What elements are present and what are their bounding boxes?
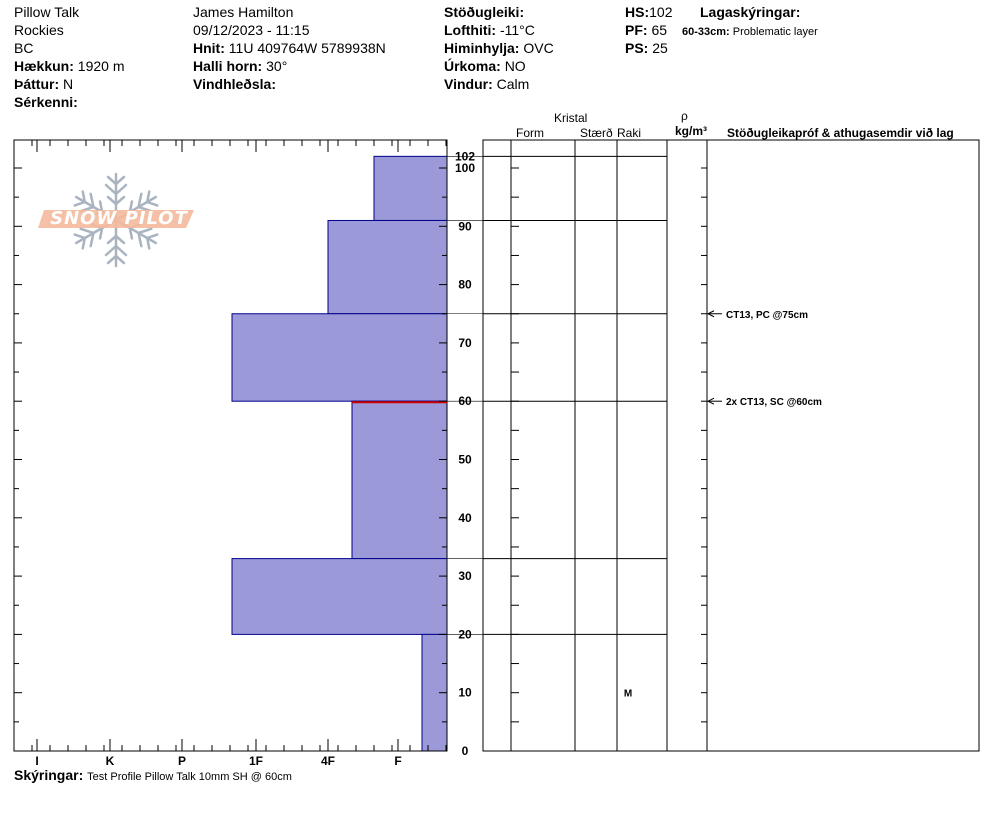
depth-tick-label: 10: [458, 686, 472, 700]
features-label: Sérkenni:: [14, 94, 78, 110]
snowpilot-logo: SNOW PILOT: [36, 170, 196, 270]
depth-tick-label: 80: [458, 278, 472, 292]
ps-value: 25: [652, 40, 668, 56]
depth-tick-label: 100: [455, 161, 475, 175]
slope-angle-value: 30°: [266, 58, 288, 74]
wind: Vindur: Calm: [444, 76, 529, 92]
snowpilot-logo-text: SNOW PILOT: [50, 208, 188, 229]
observation-datetime: 09/12/2023 - 11:15: [193, 22, 310, 38]
form-header: Form: [516, 126, 544, 140]
precipitation: Úrkoma: NO: [444, 58, 526, 74]
air-temperature-value: -11°C: [499, 22, 535, 38]
test-arrow-head: [706, 397, 715, 405]
pf-value: 65: [651, 22, 668, 38]
depth-tick-label: 0: [462, 744, 469, 758]
elevation-label: Hækkun:: [14, 58, 74, 74]
depth-tick-label: 90: [458, 219, 472, 233]
hardness-label: P: [178, 754, 186, 768]
stability-test-label: 2x CT13, SC @60cm: [726, 397, 822, 408]
depth-tick-label: 30: [458, 569, 472, 583]
ps-label: PS:: [625, 40, 649, 56]
crystal-header: Kristal: [554, 111, 588, 125]
hardness-bar: [231, 313, 448, 402]
comments: Skýringar: Test Profile Pillow Talk 10mm…: [14, 767, 292, 785]
ps-value-row: PS: 25: [625, 40, 668, 56]
wind-label: Vindur:: [444, 76, 493, 92]
pf-value-row: PF: 65: [625, 22, 667, 38]
hs-label: HS:: [625, 4, 650, 20]
aspect-value: N: [63, 76, 74, 92]
slope-angle: Halli horn: 30°: [193, 58, 287, 74]
air-temperature-label: Lofthiti:: [444, 22, 497, 38]
size-header: Stærð: [580, 126, 613, 140]
slope-angle-label: Halli horn:: [193, 58, 263, 74]
layer-grid-frame: [482, 139, 980, 752]
comments-label: Skýringar:: [14, 767, 84, 783]
aspect: Þáttur: N: [14, 76, 73, 92]
snowflake-icon: [38, 172, 194, 268]
moisture-header: Raki: [617, 126, 642, 140]
mountain-range: Rockies: [14, 22, 64, 38]
hardness-bar: [351, 400, 448, 560]
hardness-bar: [373, 155, 448, 221]
hardness-label: 4F: [321, 754, 335, 768]
precipitation-value: NO: [504, 58, 526, 74]
elevation-value: 1920 m: [77, 58, 125, 74]
test-arrow-head: [706, 310, 715, 318]
location-name: Pillow Talk: [14, 4, 80, 20]
depth-tick-label: 40: [458, 511, 472, 525]
layer-note-range: 60-33cm:: [682, 26, 730, 38]
coordinates-value: 11U 409764W 5789938N: [228, 40, 386, 56]
comments-text: Test Profile Pillow Talk 10mm SH @ 60cm: [87, 771, 292, 783]
hardness-label: 1F: [249, 754, 263, 768]
layer-note: 60-33cm: Problematic layer: [682, 24, 818, 40]
air-temperature: Lofthiti: -11°C: [444, 22, 535, 38]
coordinates-label: Hnit:: [193, 40, 225, 56]
hs-value: 102: [649, 4, 673, 20]
precipitation-label: Úrkoma:: [444, 58, 501, 74]
region: BC: [14, 40, 34, 56]
pf-label: PF:: [625, 22, 648, 38]
wind-value: Calm: [496, 76, 530, 92]
stability-label: Stöðugleiki:: [444, 4, 525, 20]
hardness-label: K: [106, 754, 115, 768]
moisture-label: M: [624, 689, 632, 700]
elevation: Hækkun: 1920 m: [14, 58, 125, 74]
layer-notes-label: Lagaskýringar:: [700, 4, 801, 20]
stability-tests-header: Stöðugleikapróf & athugasemdir við lag: [727, 126, 954, 140]
depth-tick-label: 70: [458, 336, 472, 350]
sky-cover-value: OVC: [523, 40, 554, 56]
layer-note-text: Problematic layer: [732, 26, 818, 38]
coordinates: Hnit: 11U 409764W 5789938N: [193, 40, 386, 56]
snow-height: HS:102: [625, 4, 672, 20]
stability-test-label: CT13, PC @75cm: [726, 310, 808, 321]
depth-tick-label: 50: [458, 453, 472, 467]
hardness-bar: [327, 219, 448, 315]
aspect-label: Þáttur:: [14, 76, 60, 92]
wind-loading-label: Vindhleðsla:: [193, 76, 276, 92]
sky-cover-label: Himinhylja:: [444, 40, 520, 56]
hardness-bar: [231, 558, 448, 635]
hardness-label: F: [394, 754, 401, 768]
observer-name: James Hamilton: [193, 4, 294, 20]
density-unit: kg/m³: [675, 124, 708, 138]
density-symbol: ρ: [681, 109, 688, 123]
sky-cover: Himinhylja: OVC: [444, 40, 554, 56]
hardness-label: I: [35, 754, 38, 768]
